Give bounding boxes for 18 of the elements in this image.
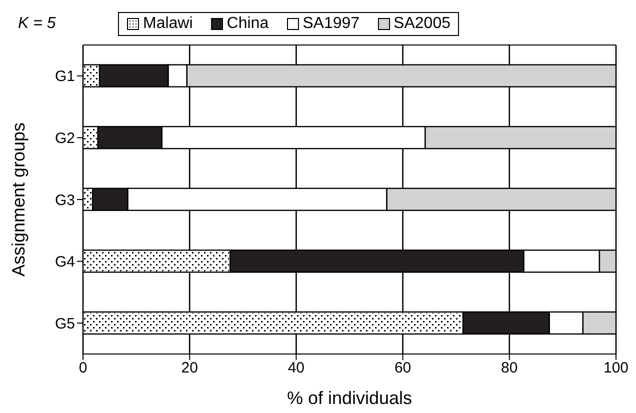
y-tick-label: G2 bbox=[54, 130, 75, 148]
x-tick-label: 20 bbox=[181, 360, 198, 377]
x-tick-label: 80 bbox=[501, 360, 518, 377]
x-axis-title: % of individuals bbox=[286, 388, 412, 408]
legend-label: Malawi bbox=[143, 15, 193, 33]
y-tick-label: G5 bbox=[54, 315, 75, 332]
legend-label: China bbox=[226, 15, 269, 33]
x-tick-label: 100 bbox=[603, 360, 629, 377]
x-tick-label: 0 bbox=[78, 360, 88, 377]
chart-title: K = 5 bbox=[18, 15, 56, 32]
x-tick-label: 40 bbox=[288, 360, 305, 377]
legend-label: SA2005 bbox=[394, 15, 450, 33]
y-tick-label: G4 bbox=[54, 254, 75, 271]
y-axis-title: Assignment groups bbox=[8, 122, 28, 277]
legend-label: SA1997 bbox=[302, 15, 360, 33]
y-tick-label: G1 bbox=[54, 68, 75, 86]
y-tick-label: G3 bbox=[54, 192, 75, 209]
x-tick-label: 60 bbox=[394, 360, 412, 377]
